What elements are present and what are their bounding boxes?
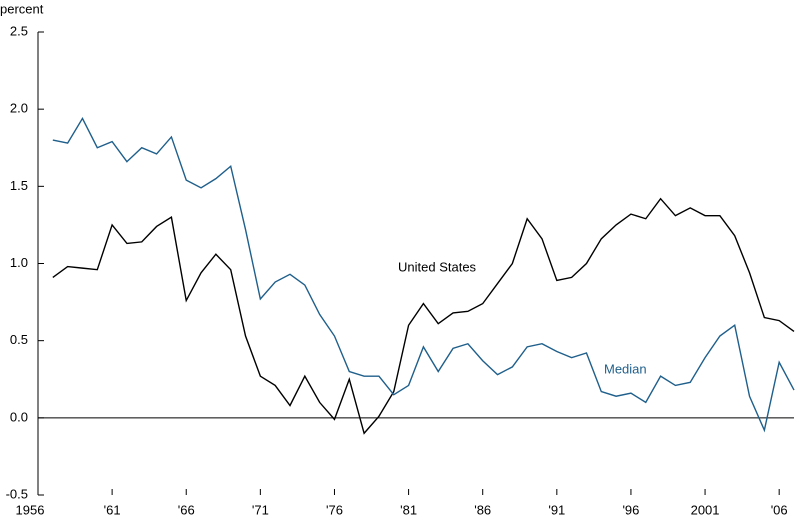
- y-tick-label: 1.5: [10, 178, 28, 193]
- series-line: [52, 197, 795, 435]
- x-tick-label: 2001: [691, 502, 720, 517]
- series-label: United States: [398, 259, 477, 274]
- y-tick-label: 1.0: [10, 255, 28, 270]
- x-tick-label: '76: [326, 502, 343, 517]
- x-tick-label: '66: [178, 502, 195, 517]
- x-tick-label: '06: [771, 502, 788, 517]
- x-tick-label: '61: [104, 502, 121, 517]
- y-tick-label: 2.0: [10, 101, 28, 116]
- y-axis-label: percent: [0, 1, 44, 16]
- x-tick-label: '81: [400, 502, 417, 517]
- y-tick-label: -0.5: [6, 486, 28, 501]
- x-tick-label: '86: [474, 502, 491, 517]
- series-label: Median: [604, 361, 647, 376]
- y-tick-label: 2.5: [10, 23, 28, 38]
- y-tick-label: 0.5: [10, 332, 28, 347]
- x-tick-label: '96: [622, 502, 639, 517]
- x-tick-label: 1956: [16, 502, 45, 517]
- x-tick-label: '71: [252, 502, 269, 517]
- y-tick-label: 0.0: [10, 409, 28, 424]
- series-line: [52, 116, 795, 433]
- x-tick-label: '91: [548, 502, 565, 517]
